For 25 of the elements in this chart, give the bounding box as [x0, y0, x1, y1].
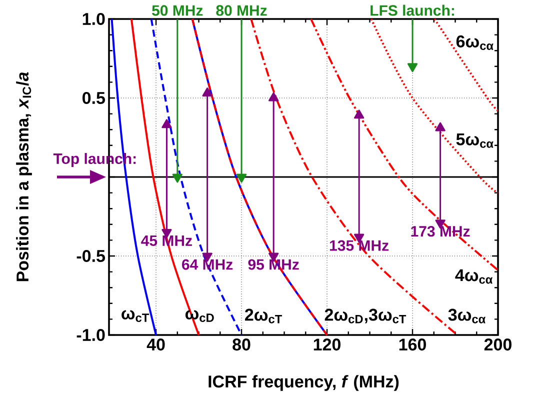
- x-tick-label: 200: [484, 338, 512, 351]
- annotation: 6ω$_{cα}$: [456, 35, 494, 50]
- annotation: 80 MHz: [216, 5, 267, 16]
- annotation: 64 MHz: [182, 259, 233, 270]
- x-axis-title: ICRF frequency, f (MHz): [208, 375, 399, 391]
- annotation: 4ω$_{cα}$: [455, 269, 493, 284]
- x-tick-label: 160: [399, 338, 426, 351]
- y-tick-label: -1.0: [76, 328, 105, 342]
- annotation: 50 MHz: [152, 5, 203, 16]
- x-tick-label: 80: [232, 338, 250, 351]
- y-tick-label: 0.5: [82, 92, 105, 104]
- y-tick-label: 1.0: [82, 12, 105, 26]
- y-tick-label: -0.5: [76, 250, 105, 262]
- annotation: ω$_{cT}$: [122, 310, 150, 322]
- x-tick-label: 120: [314, 338, 340, 351]
- annotation: 5ω$_{cα}$: [456, 133, 494, 148]
- annotation: 2ω$_{cT}$: [245, 308, 282, 324]
- annotation: LFS launch:: [370, 4, 454, 16]
- annotation: 135 MHz: [330, 240, 389, 251]
- y-axis-title: Position in a plasma, x$_{IC}$/a: [16, 72, 32, 282]
- x-tick-label: 40: [146, 338, 165, 351]
- annotation: 2ω$_{cD}$,3ω$_{cT}$: [324, 308, 406, 324]
- annotation: 173 MHz: [411, 226, 470, 237]
- line-series: [370, 18, 500, 194]
- annotation: 3ω$_{cα}$: [448, 308, 486, 324]
